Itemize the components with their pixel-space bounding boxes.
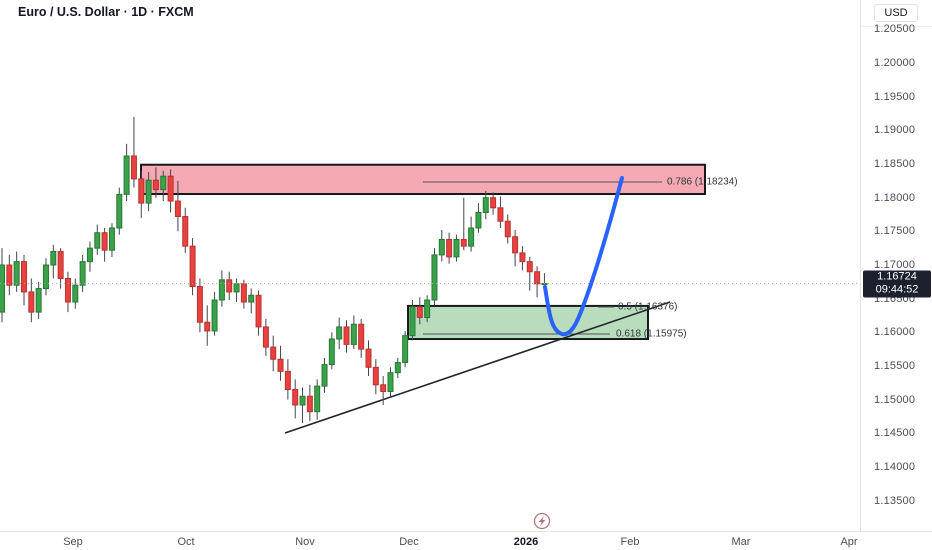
time-tick-nov: Nov [295,536,315,548]
price-tick: 1.20500 [874,23,916,36]
fib-label-05[interactable]: 0.5 (1.16376) [618,301,678,313]
time-tick-sep: Sep [63,536,83,548]
candlestick-chart[interactable] [0,0,860,531]
current-price-value: 1.16724 [877,270,917,283]
time-tick-2026: 2026 [513,536,539,548]
candles-layer [0,116,548,424]
price-axis[interactable]: USD 1.20500 1.20000 1.19500 1.19000 1.18500 1… [860,0,932,531]
price-tick: 1.18000 [874,191,916,204]
price-tick: 1.13500 [874,494,916,507]
price-tick: 1.15000 [874,393,916,406]
projection-curve[interactable] [543,176,624,337]
fib-label-0786[interactable]: 0.786 (1.18234) [667,176,738,188]
axis-separator [861,26,932,27]
price-tick: 1.17500 [874,225,916,238]
price-tick: 1.17000 [874,259,916,271]
price-tick: 1.14500 [874,427,916,440]
time-tick-oct: Oct [177,536,195,548]
price-tick: 1.19500 [874,90,916,103]
price-tick: 1.16000 [874,326,916,339]
time-tick-dec: Dec [399,536,419,548]
time-axis[interactable]: Sep Oct Nov Dec 2026 Feb Mar Apr [0,531,932,550]
price-tick: 1.14000 [874,460,916,473]
currency-label[interactable]: USD [874,4,918,22]
lightning-icon[interactable] [538,516,546,526]
event-circle-icon[interactable] [533,512,551,530]
symbol-title[interactable]: Euro / U.S. Dollar · 1D · FXCM [18,5,194,19]
ascending-trendline[interactable] [284,301,671,434]
time-tick-apr: Apr [840,536,858,548]
price-tick: 1.20000 [874,57,916,70]
time-tick-feb: Feb [620,536,640,548]
current-price-badge: 1.16724 09:44:52 [863,270,931,298]
price-tick: 1.15500 [874,359,916,372]
time-tick-mar: Mar [731,536,751,548]
bar-countdown: 09:44:52 [875,283,919,296]
price-tick: 1.19000 [874,124,916,137]
fib-label-0618[interactable]: 0.618 (1.15975) [616,328,687,340]
price-tick: 1.18500 [874,158,916,171]
